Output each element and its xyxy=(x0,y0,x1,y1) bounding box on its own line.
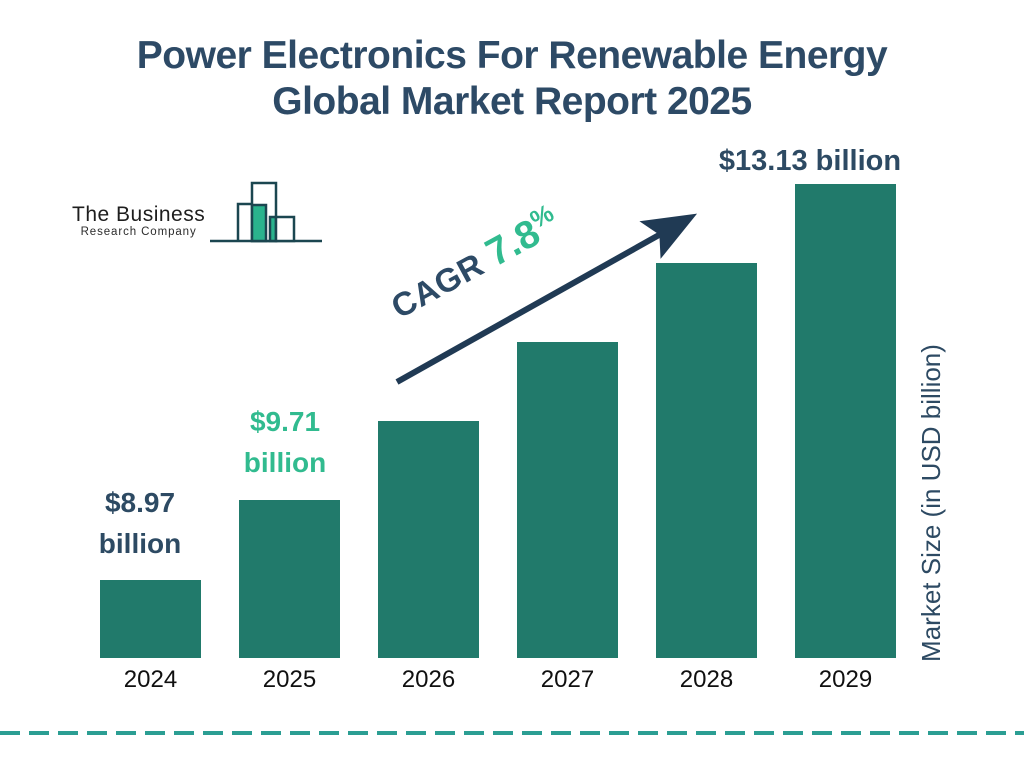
value-label-2024: $8.97 billion xyxy=(75,482,205,564)
x-axis-label-2028: 2028 xyxy=(679,666,734,693)
bar-2025 xyxy=(239,500,340,658)
x-axis-label-2029: 2029 xyxy=(818,666,873,693)
logo-subname-line: Research Company xyxy=(80,226,197,238)
company-logo: The Business Research Company xyxy=(72,178,325,244)
y-axis-label: Market Size (in USD billion) xyxy=(916,344,946,662)
value-label-2025: $9.71 billion xyxy=(220,401,350,483)
value-label-2025-line1: $9.71 xyxy=(249,406,321,437)
bar-2028 xyxy=(656,263,757,658)
company-logo-text: The Business Research Company xyxy=(72,204,205,244)
x-axis-label-2026: 2026 xyxy=(401,666,456,693)
page-title: Power Electronics For Renewable Energy G… xyxy=(0,33,1024,125)
value-label-2024-line2: billion xyxy=(98,528,182,559)
bar-2024 xyxy=(100,580,201,658)
x-axis-label-2027: 2027 xyxy=(540,666,595,693)
value-label-2024-line1: $8.97 xyxy=(104,487,176,518)
bar-2026 xyxy=(378,421,479,658)
x-axis-label-2025: 2025 xyxy=(262,666,317,693)
value-label-2029-line1: $13.13 billion xyxy=(718,145,902,177)
x-axis-label-2024: 2024 xyxy=(123,666,178,693)
value-label-2025-line2: billion xyxy=(243,447,327,478)
page-title-line1: Power Electronics For Renewable Energy xyxy=(136,34,888,77)
bar-2029 xyxy=(795,184,896,658)
page-title-line2: Global Market Report 2025 xyxy=(272,80,752,123)
bar-2027 xyxy=(517,342,618,658)
logo-name-line: The Business xyxy=(72,203,206,226)
logo-bar-chart-icon xyxy=(210,181,323,243)
bottom-divider-dashed-line xyxy=(0,731,1024,735)
value-label-2029: $13.13 billion xyxy=(700,141,920,182)
